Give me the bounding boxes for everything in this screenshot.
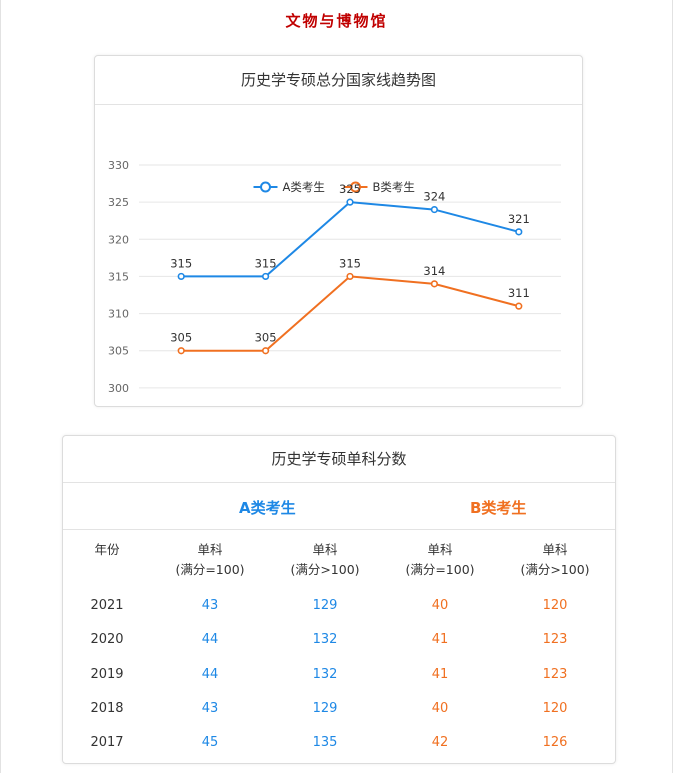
legend-swatch-marker: [260, 181, 271, 193]
data-label: 325: [339, 182, 361, 196]
header-line-1: 单科: [427, 542, 453, 557]
chart-title: 历史学专硕总分国家线趋势图: [95, 56, 582, 105]
data-point: [177, 347, 185, 355]
header-line-1: 单科: [542, 542, 568, 557]
group-b-label: B类考生: [470, 499, 527, 517]
legend-label: A类考生: [283, 180, 325, 194]
score-cell: 43: [201, 701, 219, 716]
data-point: [262, 272, 270, 281]
column-header: 年份: [47, 540, 167, 560]
score-cell: 123: [542, 632, 568, 647]
header-line-2: (满分=100): [175, 562, 245, 577]
score-cell: 40: [431, 598, 449, 613]
year-cell: 2019: [90, 667, 124, 682]
data-point: [346, 198, 354, 206]
header-line-2: (满分=100): [405, 562, 475, 577]
data-point: [262, 347, 270, 355]
column-header: 单科 (满分=100): [380, 540, 500, 580]
score-cell: 132: [312, 667, 338, 682]
score-cell: 44: [201, 632, 219, 647]
data-label: 315: [255, 256, 277, 270]
y-tick-label: 315: [108, 270, 129, 283]
data-point: [430, 205, 439, 214]
score-cell: 43: [201, 598, 219, 613]
table-title: 历史学专硕单科分数: [63, 436, 615, 483]
column-header: 单科 (满分>100): [495, 540, 615, 580]
data-label: 311: [508, 286, 530, 300]
score-cell: 41: [431, 667, 449, 682]
score-cell: 40: [431, 701, 449, 716]
y-tick-label: 300: [108, 382, 129, 395]
group-a-label: A类考生: [239, 499, 296, 517]
score-cell: 132: [312, 632, 338, 647]
data-label: 314: [423, 264, 445, 278]
header-line-1: 单科: [197, 542, 223, 557]
score-cell: 126: [542, 735, 568, 750]
chart-card: 历史学专硕总分国家线趋势图 29530030531031532032533020…: [94, 55, 583, 407]
data-label: 305: [170, 331, 192, 345]
y-tick-label: 310: [108, 308, 129, 321]
score-cell: 42: [431, 735, 449, 750]
header-line-2: (满分>100): [290, 562, 360, 577]
year-cell: 2018: [90, 701, 124, 716]
y-tick-label: 305: [108, 345, 129, 358]
score-cell: 135: [312, 735, 338, 750]
header-line-2: (满分>100): [520, 562, 590, 577]
year-cell: 2020: [90, 632, 124, 647]
score-cell: 129: [312, 598, 338, 613]
legend-label: B类考生: [373, 180, 415, 194]
score-cell: 120: [542, 598, 568, 613]
legend-swatch-marker: [350, 181, 361, 193]
data-label: 315: [339, 256, 361, 270]
group-header-row: A类考生 B类考生: [63, 483, 615, 530]
column-header: 单科 (满分=100): [150, 540, 270, 580]
data-label: 324: [423, 190, 445, 204]
header-line-1: 年份: [94, 542, 120, 557]
data-point: [515, 302, 523, 310]
page-title: 文物与博物馆: [285, 12, 388, 30]
data-point: [346, 272, 354, 281]
header-line-1: 单科: [312, 542, 338, 557]
data-label: 305: [255, 331, 277, 345]
year-cell: 2021: [90, 598, 124, 613]
score-cell: 129: [312, 701, 338, 716]
score-cell: 44: [201, 667, 219, 682]
y-tick-label: 330: [108, 159, 129, 172]
score-cell: 45: [201, 735, 219, 750]
data-point: [515, 228, 523, 236]
column-header: 单科 (满分>100): [265, 540, 385, 580]
year-cell: 2017: [90, 735, 124, 750]
data-point: [177, 272, 185, 281]
y-tick-label: 325: [108, 196, 129, 209]
data-label: 321: [508, 212, 530, 226]
score-cell: 41: [431, 632, 449, 647]
score-cell: 120: [542, 701, 568, 716]
score-cell: 123: [542, 667, 568, 682]
data-point: [430, 280, 439, 288]
y-tick-label: 320: [108, 233, 129, 246]
left-border: [0, 0, 1, 773]
score-table-card: 历史学专硕单科分数 A类考生 B类考生 年份 单科 (满分=100) 单科 (满分>10…: [62, 435, 616, 764]
data-label: 315: [170, 256, 192, 270]
line-chart: 2953003053103153203253302017201820192020…: [108, 159, 561, 395]
